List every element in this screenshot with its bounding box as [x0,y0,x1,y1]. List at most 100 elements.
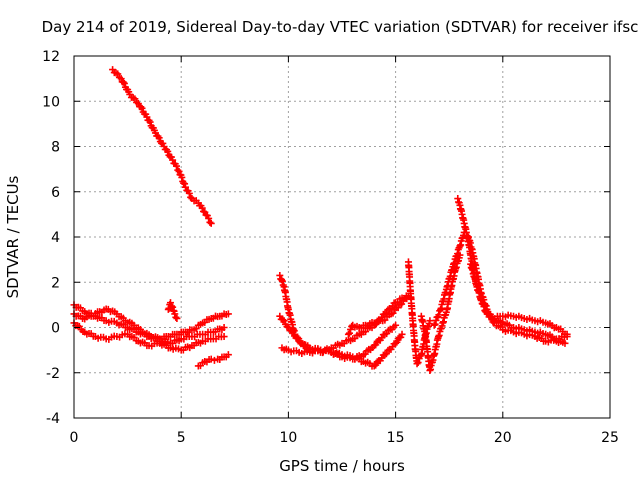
data-point [279,316,287,324]
data-point [430,321,438,329]
data-point [173,314,181,322]
data-point [486,313,494,321]
data-point [382,350,390,358]
y-tick-label: 12 [42,49,60,65]
data-point [172,162,180,170]
data-point [392,321,400,329]
data-point [381,351,389,359]
data-point [117,75,125,83]
data-point [431,320,439,328]
series-arc-evening [467,260,569,347]
data-point [481,302,489,310]
data-point [435,311,443,319]
data-point [483,309,491,317]
data-point [563,330,571,338]
grid [74,56,610,418]
y-tick-label: 6 [51,185,60,201]
data-point [370,362,378,370]
data-point [346,329,354,337]
data-point [398,300,406,308]
data-point [205,214,213,222]
data-point [168,302,176,310]
data-points [70,66,571,374]
data-point [488,314,496,322]
y-axis-label: SDTVAR / TECUs [4,175,22,298]
x-tick-label: 25 [601,430,619,446]
data-point [181,183,189,191]
data-point [393,338,401,346]
chart-title: Day 214 of 2019, Sidereal Day-to-day VTE… [42,18,639,36]
data-point [392,339,400,347]
series-arc-morning-3 [70,301,228,347]
data-point [207,355,215,363]
data-point [169,156,177,164]
data-point [137,103,145,111]
data-point [489,318,497,326]
data-point [449,260,457,268]
x-axis-label: GPS time / hours [279,457,405,475]
data-point [224,310,232,318]
data-point [278,277,286,285]
data-point [372,341,380,349]
data-point [138,104,146,112]
data-point [207,219,215,227]
y-tick-label: 2 [51,275,60,291]
series-arc-midday-3 [278,321,400,363]
data-point [477,296,485,304]
data-point [414,359,422,367]
data-point [175,167,183,175]
x-tick-label: 20 [494,430,512,446]
data-point [220,324,228,331]
x-tick-label: 5 [177,430,186,446]
data-point [185,189,193,197]
data-point [166,299,174,307]
data-point [224,351,232,359]
data-point [276,271,284,279]
data-point [426,317,434,325]
x-tick-label: 0 [70,430,79,446]
data-point [164,147,172,155]
data-point [289,328,297,336]
y-tick-label: 10 [42,94,60,110]
data-point [344,330,352,338]
data-point [378,334,386,342]
data-point [172,313,180,321]
data-point [174,166,182,174]
data-point [287,327,295,335]
data-point [198,204,206,212]
data-point [114,70,122,78]
y-tick-label: -4 [46,411,60,427]
data-point [561,339,569,347]
data-point [454,250,462,258]
data-point [280,317,288,325]
data-point [171,310,179,318]
series-arc-afternoon-1 [404,258,434,368]
x-tick-label: 15 [387,430,405,446]
data-point [278,276,286,284]
series-arc-morning-low [194,351,232,370]
y-tick-label: 8 [51,140,60,156]
data-point [372,361,380,369]
series-arc-high [109,66,215,227]
data-point [398,330,406,338]
data-point [146,118,154,126]
data-point [178,173,186,181]
data-point [131,95,139,103]
series-arc-morning-short [164,299,181,322]
data-point [220,333,228,341]
data-point [413,360,421,368]
data-point [206,218,214,226]
data-point [155,134,163,142]
y-tick-label: 4 [51,230,60,246]
data-point [389,309,397,317]
data-point [119,78,127,86]
series-arc-midday-4 [344,292,412,338]
data-point [187,193,195,201]
y-tick-label: -2 [46,366,60,382]
x-tick-label: 10 [279,430,297,446]
data-point [181,180,189,188]
data-point [283,323,291,331]
data-point [120,79,128,87]
axis-ticks: 0 5 10 15 20 25 -4 -2 0 2 4 6 8 10 12 [42,49,619,446]
